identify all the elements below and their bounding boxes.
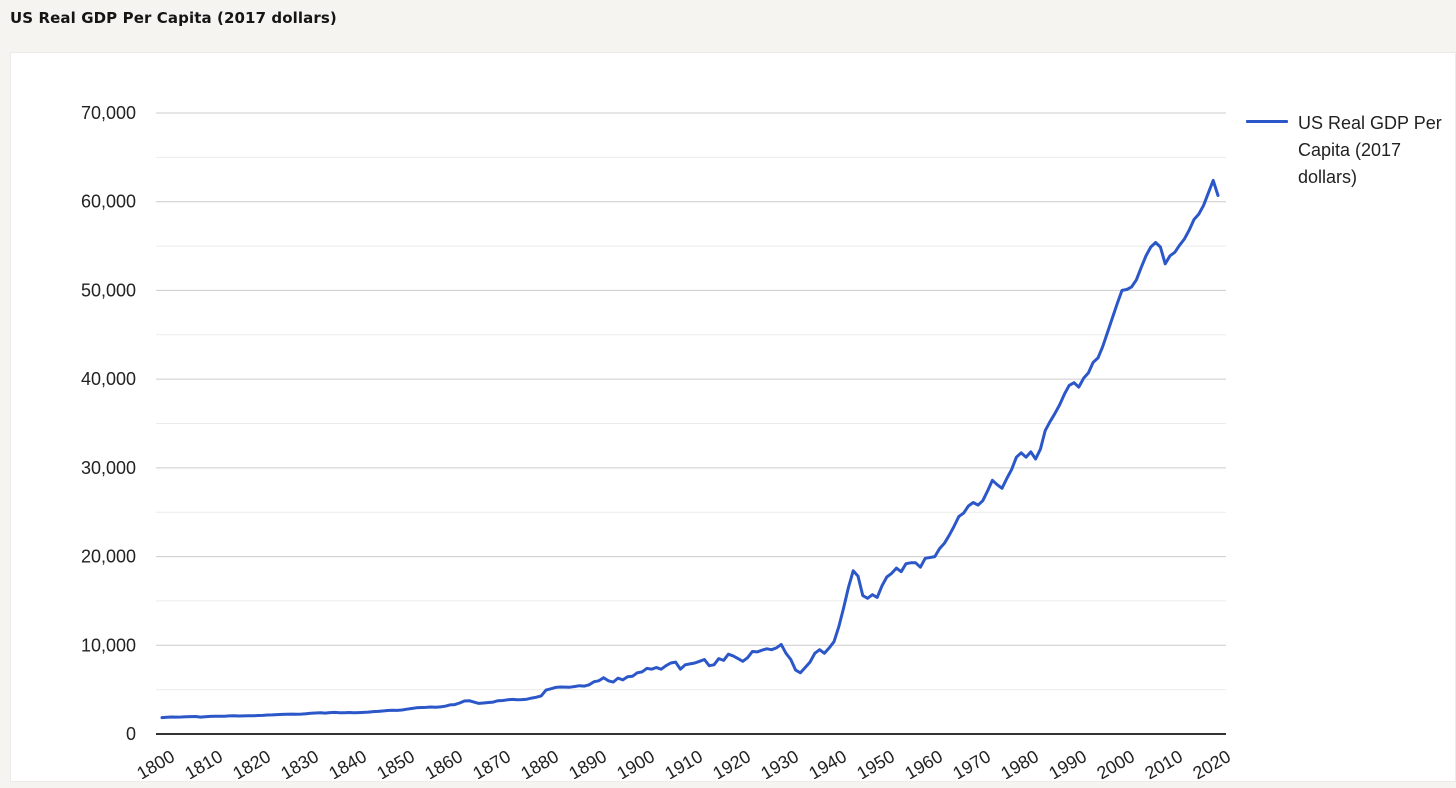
x-tick-label: 1820 <box>229 746 274 779</box>
x-tick-label: 1990 <box>1045 746 1090 779</box>
x-tick-label: 1950 <box>853 746 898 779</box>
x-tick-label: 1890 <box>565 746 610 779</box>
x-tick-label: 1960 <box>901 746 946 779</box>
x-tick-label: 1860 <box>421 746 466 779</box>
y-tick-label: 0 <box>126 724 136 744</box>
x-tick-label: 1830 <box>277 746 322 779</box>
gdp-per-capita-line <box>160 178 1220 720</box>
y-tick-label: 60,000 <box>81 192 136 212</box>
page-title: US Real GDP Per Capita (2017 dollars) <box>10 9 337 27</box>
x-tick-label: 1900 <box>613 746 658 779</box>
x-tick-label: 1800 <box>133 746 178 779</box>
x-tick-label: 1880 <box>517 746 562 779</box>
legend-line-swatch <box>1246 120 1288 123</box>
y-tick-label: 20,000 <box>81 547 136 567</box>
chart-canvas[interactable]: 0 10,000 20,000 30,000 40,000 50,000 60,000 70,… <box>11 53 1455 779</box>
legend: US Real GDP Per Capita (2017 dollars) <box>1244 110 1442 191</box>
x-tick-label: 1980 <box>997 746 1042 779</box>
y-tick-label: 40,000 <box>81 369 136 389</box>
x-tick-label: 2010 <box>1141 746 1186 779</box>
y-tick-label: 70,000 <box>81 103 136 123</box>
x-tick-label: 1850 <box>373 746 418 779</box>
x-tick-label: 1970 <box>949 746 994 779</box>
x-tick-label: 1840 <box>325 746 370 779</box>
x-tick-label: 1910 <box>661 746 706 779</box>
x-tick-label: 1870 <box>469 746 514 779</box>
chart-card: 0 10,000 20,000 30,000 40,000 50,000 60,000 70,… <box>10 52 1456 782</box>
legend-label: US Real GDP Per Capita (2017 dollars) <box>1298 113 1442 187</box>
y-tick-label: 10,000 <box>81 635 136 655</box>
x-tick-label: 1930 <box>757 746 802 779</box>
x-tick-label: 1920 <box>709 746 754 779</box>
x-tick-label: 1940 <box>805 746 850 779</box>
y-tick-label: 30,000 <box>81 458 136 478</box>
x-tick-label: 2000 <box>1093 746 1138 779</box>
x-tick-label: 1810 <box>181 746 226 779</box>
y-tick-label: 50,000 <box>81 280 136 300</box>
x-tick-label: 2020 <box>1189 746 1234 779</box>
